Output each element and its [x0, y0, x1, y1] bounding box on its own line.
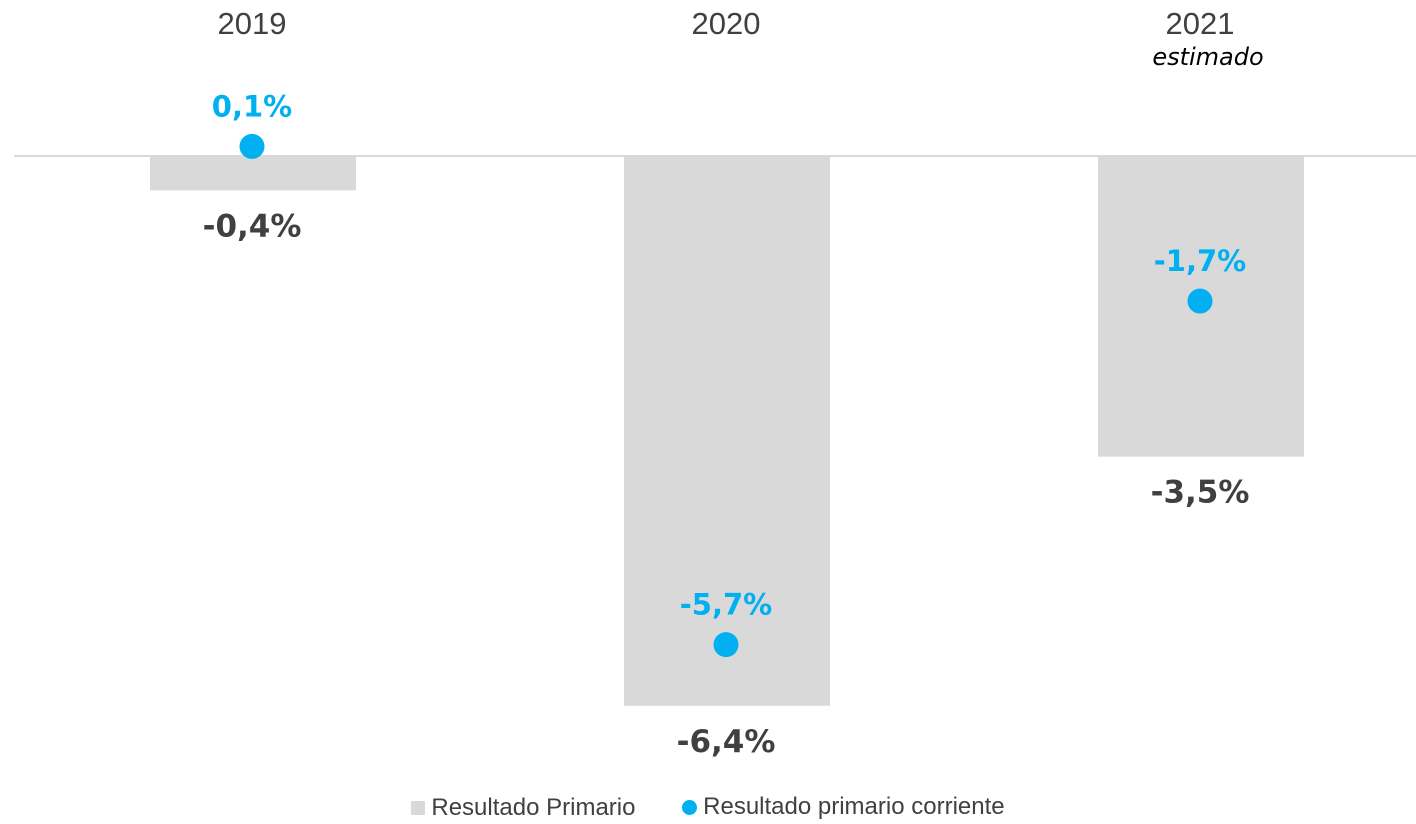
dot-2019: [239, 133, 265, 159]
bar-2019: [150, 156, 356, 191]
legend-swatch-bars: [411, 800, 426, 815]
bars-layer: [150, 156, 1304, 706]
category-label-2019: 2019: [218, 6, 287, 41]
dot-label-2020: -5,7%: [680, 588, 772, 622]
dot-label-2021: -1,7%: [1154, 244, 1246, 278]
dot-2021: [1187, 288, 1213, 314]
legend-swatch-dots: [682, 799, 698, 815]
legend-item-dots: Resultado primario corriente: [682, 793, 1005, 821]
category-label-2021: 2021: [1166, 6, 1235, 41]
legend-label-dots: Resultado primario corriente: [703, 793, 1005, 820]
dots-layer: [239, 133, 1213, 658]
bar-label-2021: -3,5%: [1151, 475, 1250, 511]
dot-2020: [713, 632, 739, 658]
bar-label-2020: -6,4%: [677, 724, 776, 760]
legend: Resultado Primario Resultado primario co…: [0, 793, 1416, 822]
bar-2020: [624, 156, 830, 706]
legend-label-bars: Resultado Primario: [431, 793, 636, 821]
category-sublabel-2021: estimado: [1152, 43, 1263, 71]
legend-item-bars: Resultado Primario: [411, 794, 635, 822]
dot-label-2019: 0,1%: [212, 89, 292, 123]
category-label-2020: 2020: [692, 6, 761, 41]
bar-label-2019: -0,4%: [203, 208, 302, 244]
